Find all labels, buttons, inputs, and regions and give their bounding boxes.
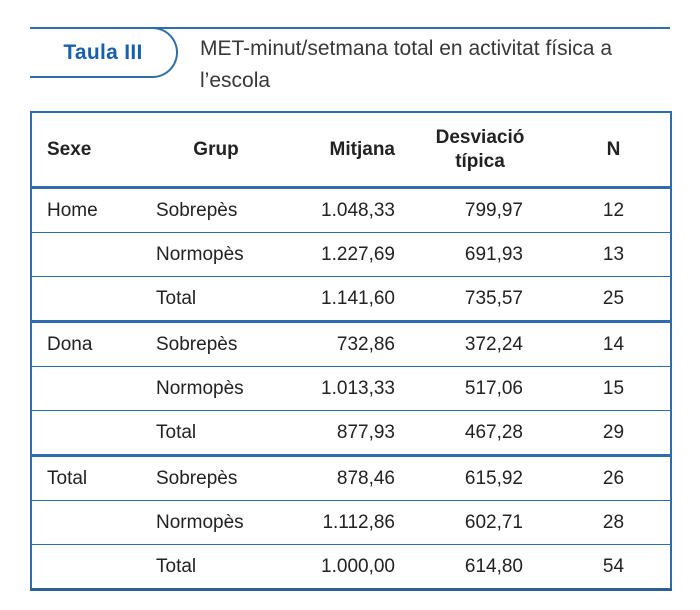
cell-mitjana: 1.013,33 [286, 366, 401, 411]
cell-sexe [31, 410, 146, 456]
cell-n: 54 [551, 544, 671, 590]
data-table: Sexe Grup Mitjana Desviació típica N Hom… [30, 111, 672, 591]
cell-mitjana: 1.048,33 [321, 199, 395, 221]
cell-n: 25 [551, 276, 671, 322]
table-number-label: Taula III [63, 40, 143, 64]
table-title: MET-minut/setmana total en activitat fís… [200, 37, 613, 92]
table-row: Normopès 1.227,69 691,93 13 [31, 232, 671, 277]
table-row: Dona Sobrepès 732,86 372,24 14 [31, 320, 671, 367]
cell-sexe [31, 276, 146, 322]
cell-sexe [31, 232, 146, 277]
column-header-sexe: Sexe [31, 112, 146, 189]
cell-desviacio: 517,06 [401, 366, 551, 411]
cell-n: 13 [551, 232, 671, 277]
cell-desviacio: 467,28 [401, 410, 551, 456]
cell-mitjana: 877,93 [286, 410, 401, 456]
cell-grup: Normopès [146, 232, 286, 277]
table-row: Home Sobrepès 1.048,33 799,97 12 [31, 188, 671, 233]
cell-desviacio: 735,57 [401, 276, 551, 322]
cell-mitjana: 1.112,86 [286, 500, 401, 545]
cell-mitjana: 1.141,60 [286, 276, 401, 322]
cell-grup: Sobrepès [146, 320, 286, 367]
cell-desviacio: 615,92 [401, 454, 551, 501]
column-header-grup: Grup [146, 112, 286, 189]
cell-mitjana: 1.227,69 [286, 232, 401, 277]
table-row: Total 1.141,60 735,57 25 [31, 276, 671, 322]
column-header-desviacio: Desviació típica [401, 112, 551, 189]
cell-grup: Sobrepès [156, 199, 238, 221]
cell-mitjana: 878,46 [286, 454, 401, 501]
cell-grup: Sobrepès [146, 454, 286, 501]
cell-n: 14 [551, 320, 671, 367]
cell-sexe: Home [47, 199, 98, 221]
cell-grup: Total [146, 410, 286, 456]
cell-desviacio: 602,71 [401, 500, 551, 545]
cell-n: 15 [551, 366, 671, 411]
cell-grup: Normopès [146, 366, 286, 411]
table-row: Total 1.000,00 614,80 54 [31, 544, 671, 590]
table-row: Total Sobrepès 878,46 615,92 26 [31, 454, 671, 501]
header-row: Sexe Grup Mitjana Desviació típica N [31, 112, 671, 189]
table-row: Normopès 1.013,33 517,06 15 [31, 366, 671, 411]
cell-sexe: Total [31, 454, 146, 501]
column-header-mitjana: Mitjana [286, 112, 401, 189]
cell-sexe [31, 544, 146, 590]
top-rule [30, 27, 670, 29]
cell-desviacio: 372,24 [401, 320, 551, 367]
cell-n: 29 [551, 410, 671, 456]
cell-sexe: Dona [31, 320, 146, 367]
cell-mitjana: 732,86 [286, 320, 401, 367]
cell-sexe [31, 500, 146, 545]
cell-n: 26 [551, 454, 671, 501]
cell-n: 12 [602, 199, 625, 221]
cell-desviacio: 691,93 [401, 232, 551, 277]
cell-desviacio: 614,80 [401, 544, 551, 590]
cell-n: 28 [551, 500, 671, 545]
cell-grup: Total [146, 276, 286, 322]
table-row: Total 877,93 467,28 29 [31, 410, 671, 456]
cell-grup: Total [146, 544, 286, 590]
column-header-n: N [551, 112, 671, 189]
cell-sexe [31, 366, 146, 411]
table-row: Normopès 1.112,86 602,71 28 [31, 500, 671, 545]
table-number-tab: Taula III [30, 27, 178, 78]
cell-mitjana: 1.000,00 [286, 544, 401, 590]
cell-desviacio: 799,97 [464, 199, 523, 221]
cell-grup: Normopès [146, 500, 286, 545]
